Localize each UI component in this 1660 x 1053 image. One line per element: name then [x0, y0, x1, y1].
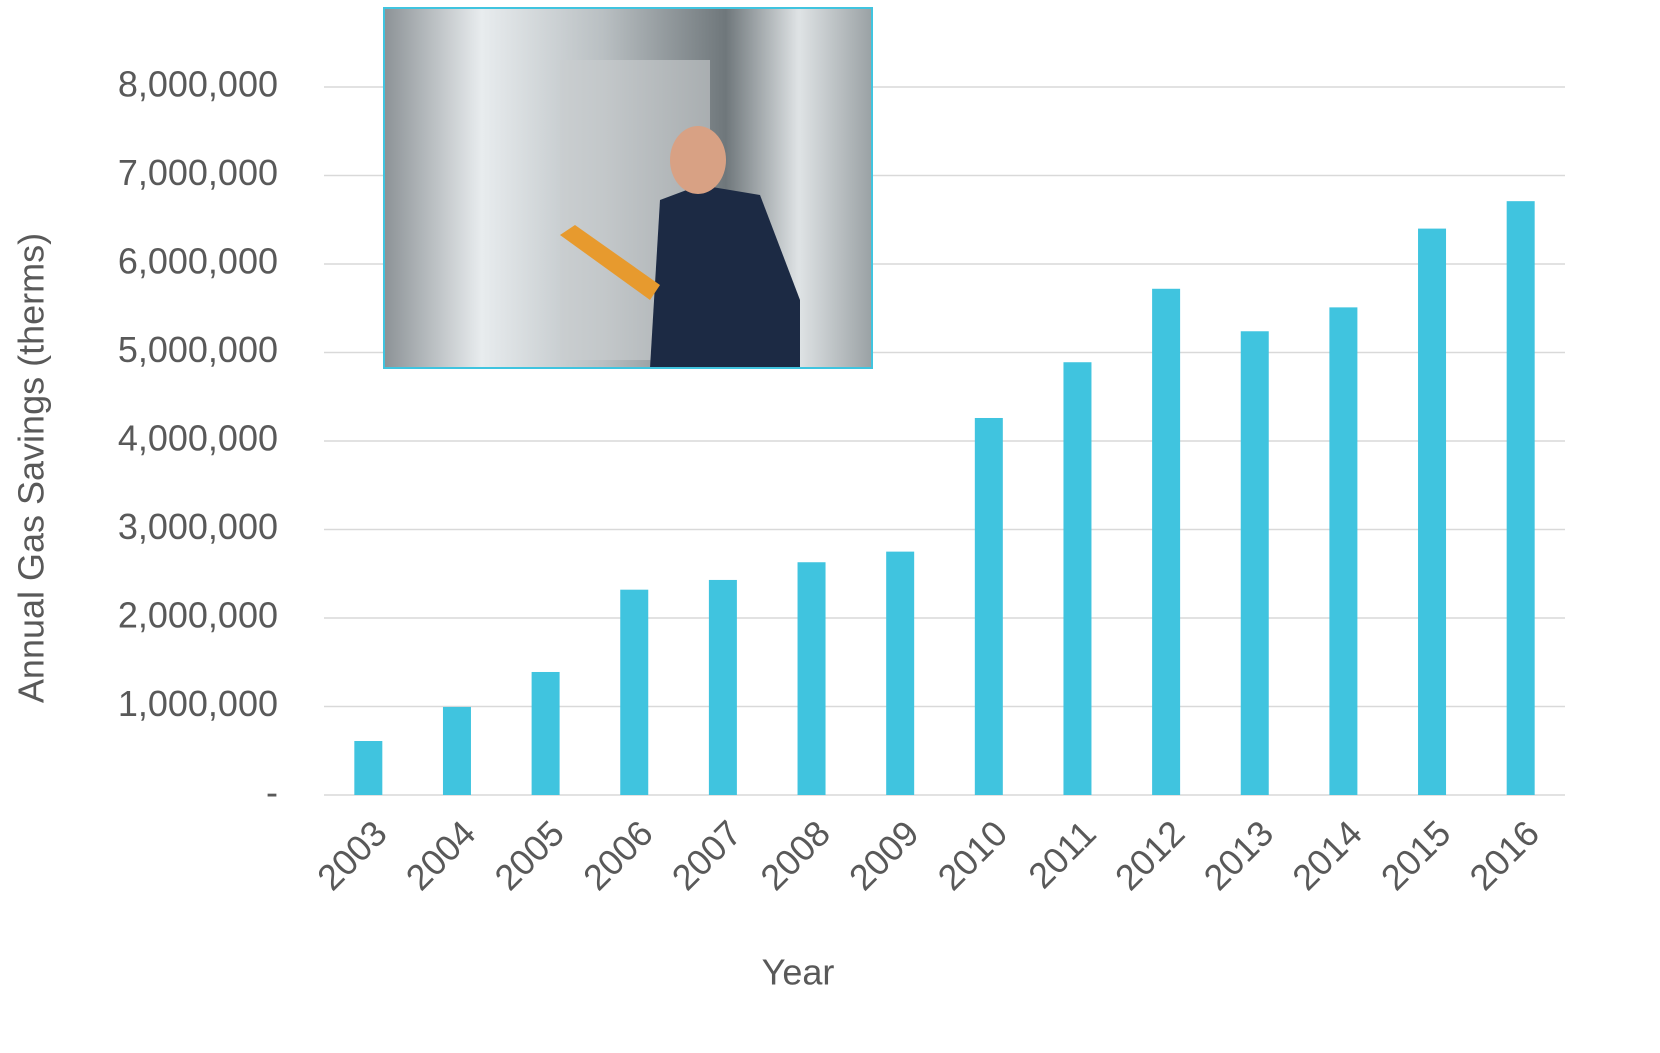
photo-glass — [560, 225, 660, 300]
x-tick-label: 2014 — [1284, 812, 1370, 898]
y-tick-label: 1,000,000 — [118, 683, 278, 724]
y-tick-label: 4,000,000 — [118, 418, 278, 459]
bar — [1152, 288, 1181, 795]
photo — [383, 7, 873, 369]
photo-person-shirt — [650, 185, 800, 368]
y-axis-title: Annual Gas Savings (therms) — [11, 233, 52, 703]
bar — [1329, 307, 1358, 795]
bar — [1240, 331, 1269, 795]
x-tick-label: 2015 — [1373, 812, 1459, 898]
x-tick-label: 2007 — [664, 812, 750, 898]
bar — [1418, 228, 1447, 796]
x-tick-label: 2012 — [1107, 812, 1193, 898]
bar — [886, 551, 915, 795]
bar — [442, 706, 471, 795]
y-tick-label: 5,000,000 — [118, 329, 278, 370]
bar — [620, 589, 649, 795]
x-axis-title: Year — [762, 952, 835, 993]
x-tick-label: 2008 — [752, 812, 838, 898]
bar — [797, 562, 826, 795]
x-tick-label: 2010 — [930, 812, 1016, 898]
y-tick-label: 3,000,000 — [118, 506, 278, 547]
x-tick-label: 2004 — [398, 812, 484, 898]
x-tick-label: 2003 — [309, 812, 395, 898]
bar — [974, 417, 1003, 795]
y-tick-label: 2,000,000 — [118, 595, 278, 636]
photo-person-head — [670, 126, 726, 194]
bars — [354, 201, 1535, 796]
y-tick-label: 8,000,000 — [118, 64, 278, 105]
bar — [531, 671, 560, 795]
bar — [1506, 201, 1535, 796]
bar — [708, 579, 737, 795]
y-tick-label: 6,000,000 — [118, 241, 278, 282]
x-tick-label: 2013 — [1196, 812, 1282, 898]
bar — [354, 741, 383, 795]
photo-border — [383, 7, 873, 369]
bar — [1063, 362, 1092, 795]
x-tick-label: 2006 — [575, 812, 661, 898]
x-tick-label: 2016 — [1461, 812, 1547, 898]
y-tick-label: - — [266, 772, 278, 813]
x-tick-label: 2005 — [486, 812, 572, 898]
x-tick-label: 2011 — [1020, 812, 1104, 896]
x-tick-label: 2009 — [841, 812, 927, 898]
y-tick-label: 7,000,000 — [118, 152, 278, 193]
